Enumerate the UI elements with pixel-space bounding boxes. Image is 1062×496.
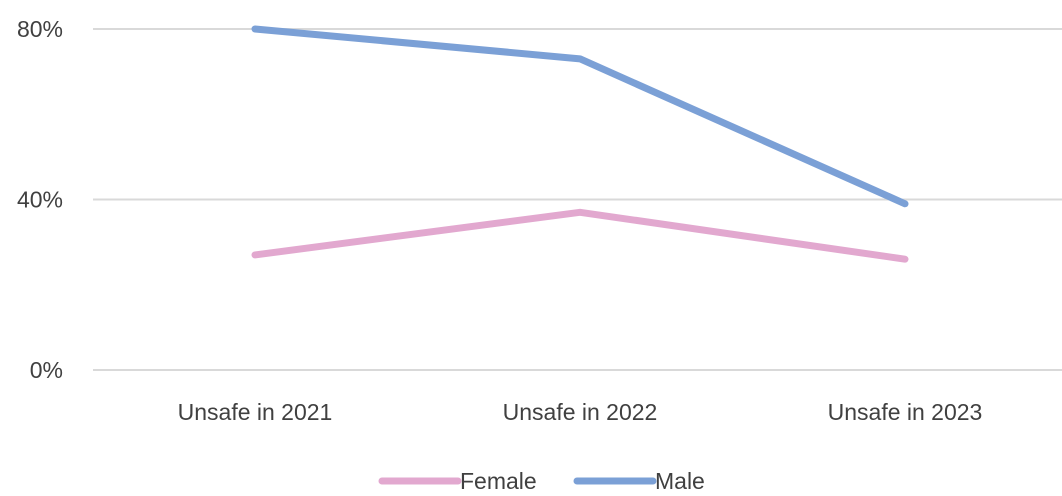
series-lines (251, 25, 909, 263)
x-category-label: Unsafe in 2021 (178, 399, 333, 425)
legend-label-female: Female (460, 468, 537, 494)
legend: Female Male (378, 468, 705, 494)
y-axis-ticks: 0% 40% 80% (17, 16, 63, 383)
y-tick-label: 0% (30, 357, 63, 383)
x-category-label: Unsafe in 2023 (828, 399, 983, 425)
legend-label-male: Male (655, 468, 705, 494)
gridlines (93, 28, 1062, 371)
series-line-male (251, 25, 909, 208)
series-line-female (251, 208, 909, 263)
x-axis-categories: Unsafe in 2021 Unsafe in 2022 Unsafe in 20… (178, 399, 983, 425)
y-tick-label: 40% (17, 187, 63, 213)
x-category-label: Unsafe in 2022 (503, 399, 658, 425)
y-tick-label: 80% (17, 16, 63, 42)
